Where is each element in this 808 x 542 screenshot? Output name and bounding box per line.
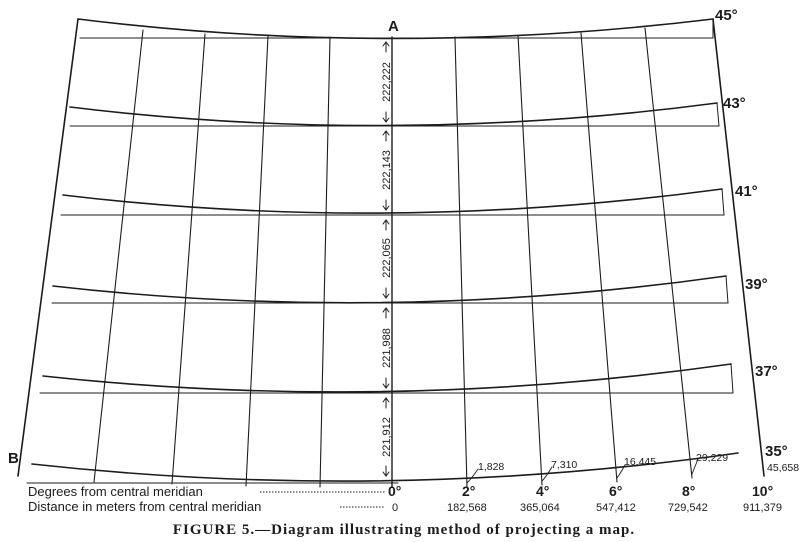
curvature-offset-10: 45,658 <box>767 462 799 474</box>
meridian-degree-4: 4° <box>536 483 549 499</box>
latitude-label-35: 35° <box>765 443 788 460</box>
latitude-label-43: 43° <box>723 95 746 112</box>
segment-distance-45-43: 222,222 <box>381 62 393 102</box>
curvature-offset-8: 29,229 <box>696 452 728 464</box>
meridian-degree-8: 8° <box>682 483 695 499</box>
segment-distance-43-41: 222,143 <box>381 150 393 190</box>
latitude-label-45: 45° <box>715 7 738 24</box>
segment-distance-41-39: 222,065 <box>381 238 393 278</box>
meridian-east-6 <box>580 32 618 483</box>
legend-degrees: Degrees from central meridian <box>28 484 203 499</box>
parallel-41-arc <box>62 188 723 214</box>
dimension-arrows <box>382 41 390 477</box>
meridian-east-8 <box>644 27 693 479</box>
meridian-west-4 <box>245 35 269 487</box>
meridian-west-2 <box>319 36 331 488</box>
latitude-label-39: 39° <box>745 276 768 293</box>
meridian-west-6 <box>171 33 206 485</box>
meridian-degree-10: 10° <box>752 483 773 499</box>
curvature-offset-4: 7,310 <box>551 459 577 471</box>
point-label-b: B <box>8 450 19 467</box>
meridian-distance-6: 547,412 <box>596 502 636 514</box>
offset-leaders <box>466 458 699 484</box>
meridian-degree-2: 2° <box>462 483 475 499</box>
meridian-degree-0: 0° <box>388 483 401 499</box>
latitude-label-41: 41° <box>735 183 758 200</box>
parallel-43-arc <box>69 102 718 127</box>
parallel-39-arc <box>52 275 727 304</box>
figure-caption: FIGURE 5.—Diagram illustrating method of… <box>173 522 635 538</box>
meridian-west-10 <box>17 18 79 477</box>
graticule <box>17 18 765 488</box>
meridian-distance-2: 182,568 <box>447 502 487 514</box>
meridian-east-2 <box>454 36 468 488</box>
meridian-east-10 <box>712 18 765 477</box>
meridian-distance-0: 0 <box>392 502 398 514</box>
segment-distance-39-37: 221,988 <box>381 328 393 368</box>
curvature-offset-2: 1,828 <box>478 461 504 473</box>
parallel-35-arc <box>31 452 739 482</box>
meridian-west-8 <box>93 29 144 483</box>
latitude-label-37: 37° <box>755 363 778 380</box>
parallel-37-arc <box>42 363 732 393</box>
meridian-degree-6: 6° <box>609 483 622 499</box>
legend-distance: Distance in meters from central meridian <box>28 499 261 514</box>
point-label-a: A <box>388 18 399 35</box>
meridian-distance-4: 365,064 <box>520 502 560 514</box>
meridian-distance-8: 729,542 <box>668 502 708 514</box>
meridian-east-4 <box>517 34 543 486</box>
meridian-distance-10: 911,379 <box>743 502 782 514</box>
segment-distance-37-35: 221,912 <box>381 417 393 457</box>
curvature-offset-6: 16,445 <box>624 456 656 468</box>
